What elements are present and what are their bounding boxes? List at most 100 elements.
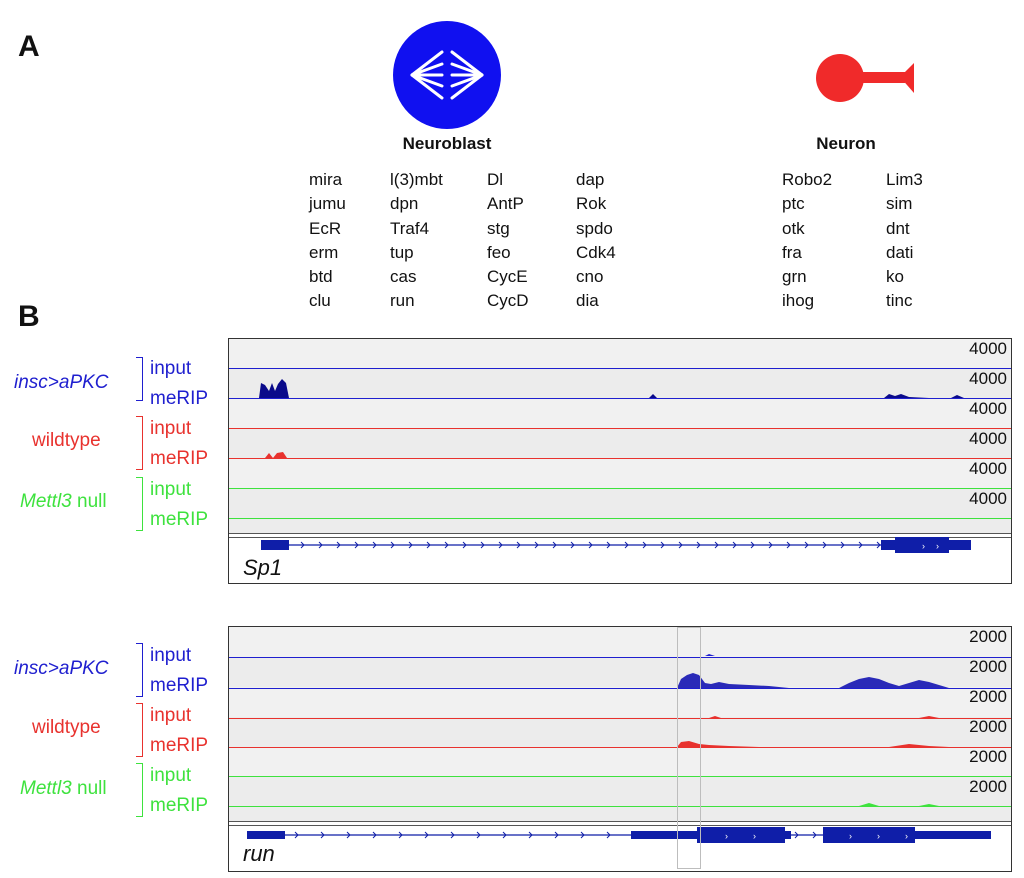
sp1-merip-label-2: meRIP: [150, 448, 209, 469]
run-peaks: [677, 654, 949, 806]
svg-text:›: ›: [905, 831, 908, 841]
intron-arrow: [794, 831, 799, 839]
run-scale-2: 2000: [969, 657, 1007, 676]
neuron-icon: [816, 54, 914, 102]
intron-arrow: [398, 831, 403, 839]
sp1-merip-label-1: meRIP: [150, 388, 209, 409]
intron-arrow: [786, 541, 791, 549]
run-scale-4: 2000: [969, 717, 1007, 736]
run-label-mettl3: Mettl3 null: [20, 778, 107, 799]
gene-name-item: grn: [782, 267, 807, 287]
intron-arrow: [678, 541, 683, 549]
sp1-input-label-3: input: [150, 479, 192, 500]
neuron-title: Neuron: [816, 134, 876, 153]
intron-arrow: [552, 541, 557, 549]
gene-name-item: ko: [886, 267, 904, 287]
sp1-browser-panel: 4000 4000 4000 4000 4000 4000 › › Sp1: [228, 338, 1012, 584]
intron-arrow: [372, 831, 377, 839]
gene-name-item: jumu: [309, 194, 346, 214]
run-merip-line-2: [229, 747, 1011, 748]
gene-name-item: Traf4: [390, 218, 430, 238]
intron-arrow: [750, 541, 755, 549]
sp1-scale-5: 4000: [969, 459, 1007, 478]
run-track-band-6: [229, 777, 1011, 821]
gene-name-item: EcR: [309, 218, 342, 238]
run-track-band-5: [229, 747, 1011, 777]
gene-name-item: Rok: [576, 194, 607, 214]
gene-name-item: CycE: [487, 267, 528, 287]
intron-arrow: [876, 541, 881, 549]
sp1-track-band-5: [229, 459, 1011, 489]
run-track-band-1: [229, 627, 1011, 657]
sp1-bracket-insc-apkc: [136, 357, 143, 401]
panel-b-letter: B: [18, 300, 40, 333]
sp1-input-line-2: [229, 428, 1011, 429]
sp1-track-band-4: [229, 429, 1011, 459]
gene-name-item: fra: [782, 242, 802, 262]
sp1-merip-line-2: [229, 458, 1011, 459]
intron-arrow: [424, 831, 429, 839]
sp1-gene-divider: [229, 533, 1011, 538]
sp1-bracket-wildtype: [136, 416, 143, 470]
intron-arrow: [498, 541, 503, 549]
run-input-label-3: input: [150, 765, 192, 786]
gene-name-item: erm: [309, 242, 339, 262]
intron-arrow: [606, 541, 611, 549]
intron-arrow: [516, 541, 521, 549]
neuroblast-title: Neuroblast: [402, 134, 492, 153]
gene-name-item: AntP: [487, 194, 524, 214]
gene-name-item: cno: [576, 267, 604, 287]
gene-name-item: Robo2: [782, 170, 833, 189]
intron-arrow: [570, 541, 575, 549]
intron-arrow: [528, 831, 533, 839]
intron-arrow: [320, 831, 325, 839]
svg-text:›: ›: [725, 831, 728, 841]
sp1-label-wildtype: wildtype: [32, 430, 101, 451]
sp1-label-insc-apkc: insc>aPKC: [14, 372, 109, 393]
run-scale-5: 2000: [969, 747, 1007, 766]
intron-arrow: [840, 541, 845, 549]
intron-arrow: [372, 541, 377, 549]
run-browser-panel: 2000 2000 2000 2000 2000 2000 › › › › › …: [228, 626, 1012, 872]
intron-arrow: [450, 831, 455, 839]
neuroblast-genes-col4: dap Rok spdo Cdk4 cno dia: [576, 168, 616, 314]
intron-arrow: [390, 541, 395, 549]
intron-arrow: [300, 541, 305, 549]
intron-arrow: [732, 541, 737, 549]
intron-arrow: [444, 541, 449, 549]
sp1-scale-2: 4000: [969, 369, 1007, 388]
run-merip-label-3: meRIP: [150, 795, 209, 816]
run-label-insc-apkc: insc>aPKC: [14, 658, 109, 679]
neuroblast-genes-col1: mira jumu EcR erm btd clu: [309, 168, 346, 314]
gene-name-item: Cdk4: [576, 242, 616, 262]
intron-arrow: [804, 541, 809, 549]
intron-arrow: [336, 541, 341, 549]
run-merip-line-3: [229, 806, 1011, 807]
run-gene-name: run: [243, 841, 275, 866]
run-bracket-insc-apkc: [136, 643, 143, 697]
sp1-bracket-mettl3: [136, 477, 143, 531]
gene-name-item: dnt: [886, 218, 910, 238]
intron-arrow: [554, 831, 559, 839]
neuron-genes-col2: Lim3 sim dnt dati ko tinc: [886, 168, 923, 314]
intron-arrow: [714, 541, 719, 549]
intron-arrow: [502, 831, 507, 839]
sp1-merip-line-1: [229, 398, 1011, 399]
gene-name-item: btd: [309, 267, 333, 287]
intron-arrow: [642, 541, 647, 549]
intron-arrow: [318, 541, 323, 549]
sp1-merip-label-3: meRIP: [150, 509, 209, 530]
run-scale-1: 2000: [969, 627, 1007, 646]
run-input-line-1: [229, 657, 1011, 658]
gene-name-item: ptc: [782, 194, 805, 214]
sp1-merip-line-3: [229, 518, 1011, 519]
run-input-label-1: input: [150, 645, 192, 666]
intron-arrow: [822, 541, 827, 549]
sp1-input-line-3: [229, 488, 1011, 489]
sp1-scale-1: 4000: [969, 339, 1007, 358]
intron-arrow: [534, 541, 539, 549]
gene-name-item: dia: [576, 291, 599, 311]
svg-text:›: ›: [936, 541, 939, 551]
run-input-line-2: [229, 718, 1011, 719]
intron-arrow: [768, 541, 773, 549]
